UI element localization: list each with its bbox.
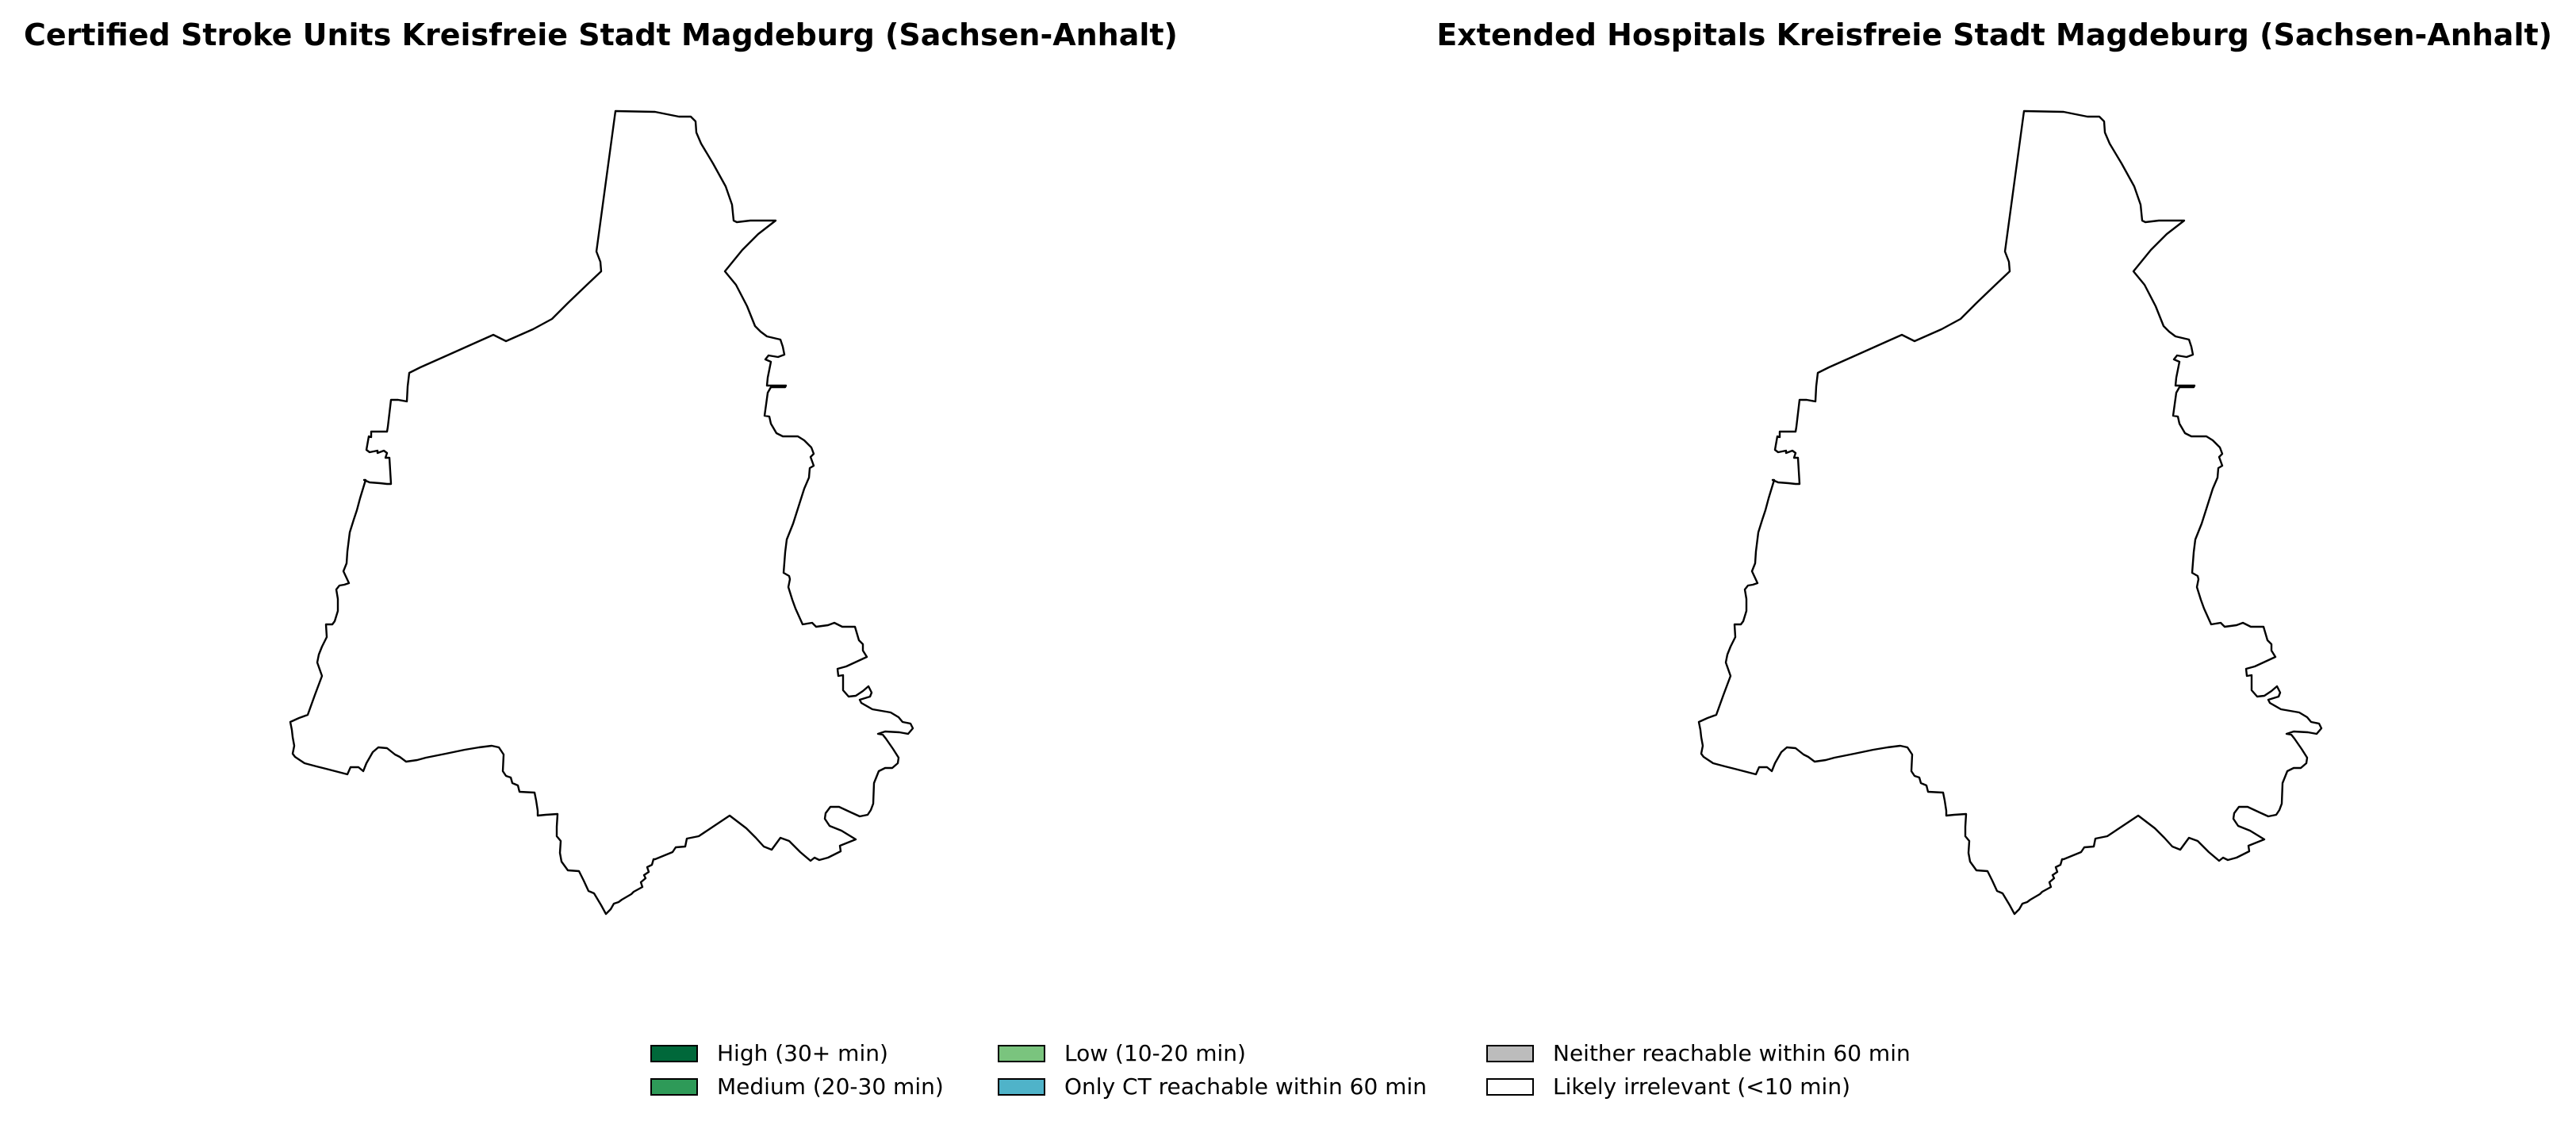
legend-label-low: Low (10-20 min) bbox=[1064, 1040, 1246, 1066]
right-map-city-boundary bbox=[1697, 109, 2323, 916]
legend-swatch-likely-irrelevant bbox=[1486, 1078, 1534, 1096]
legend-swatch-high bbox=[650, 1045, 698, 1062]
left-map-canvas bbox=[289, 109, 914, 916]
legend-item-neither: Neither reachable within 60 min bbox=[1486, 1039, 1911, 1068]
legend-item-high: High (30+ min) bbox=[650, 1039, 888, 1068]
legend-item-medium: Medium (20-30 min) bbox=[650, 1073, 944, 1101]
legend-swatch-only-ct bbox=[998, 1078, 1045, 1096]
legend: High (30+ min) Medium (20-30 min) Low (1… bbox=[0, 1039, 2576, 1119]
legend-label-high: High (30+ min) bbox=[717, 1040, 888, 1066]
left-map-title: Certified Stroke Units Kreisfreie Stadt … bbox=[24, 17, 1178, 52]
left-map-city-boundary bbox=[289, 109, 914, 916]
legend-item-likely-irrelevant: Likely irrelevant (<10 min) bbox=[1486, 1073, 1850, 1101]
legend-swatch-medium bbox=[650, 1078, 698, 1096]
legend-label-likely-irrelevant: Likely irrelevant (<10 min) bbox=[1553, 1073, 1850, 1100]
legend-item-only-ct: Only CT reachable within 60 min bbox=[998, 1073, 1427, 1101]
right-map-title: Extended Hospitals Kreisfreie Stadt Magd… bbox=[1436, 17, 2552, 52]
legend-swatch-low bbox=[998, 1045, 1045, 1062]
legend-label-medium: Medium (20-30 min) bbox=[717, 1073, 944, 1100]
legend-label-only-ct: Only CT reachable within 60 min bbox=[1064, 1073, 1428, 1100]
legend-item-low: Low (10-20 min) bbox=[998, 1039, 1246, 1068]
legend-swatch-neither bbox=[1486, 1045, 1534, 1062]
right-map-canvas bbox=[1697, 109, 2323, 916]
legend-label-neither: Neither reachable within 60 min bbox=[1553, 1040, 1911, 1066]
